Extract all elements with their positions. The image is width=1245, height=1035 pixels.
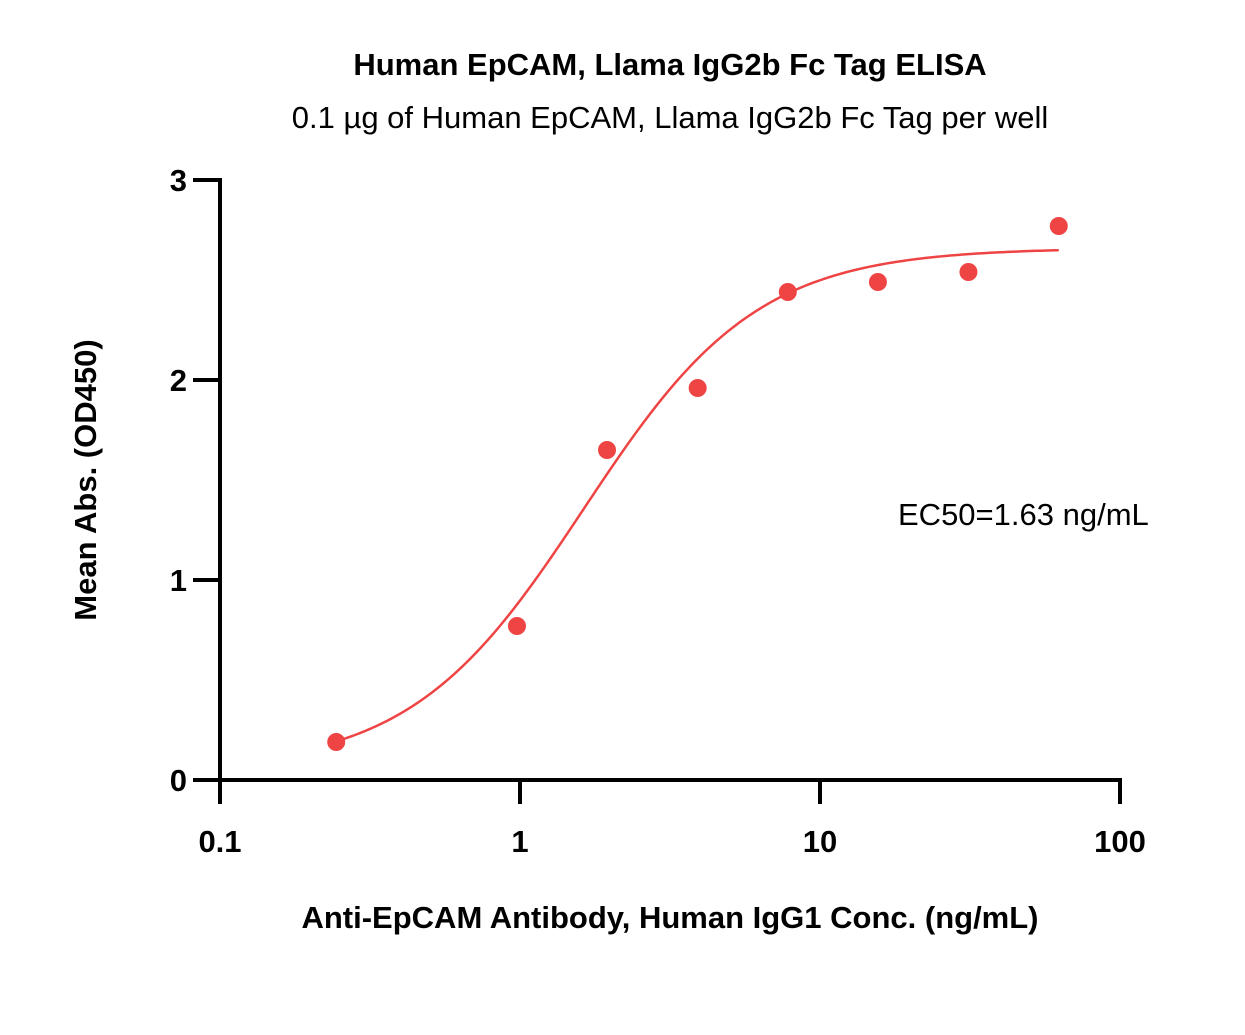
y-tick-label: 3 — [170, 163, 187, 198]
chart-subtitle: 0.1 µg of Human EpCAM, Llama IgG2b Fc Ta… — [291, 100, 1049, 135]
fit-curve-layer — [335, 248, 1059, 743]
data-point — [959, 263, 978, 281]
data-point — [327, 733, 346, 751]
y-tick-label: 1 — [170, 563, 187, 598]
data-points-layer — [327, 217, 1068, 751]
x-tick-label: 100 — [1094, 824, 1146, 859]
x-tick-label: 0.1 — [198, 824, 241, 859]
x-tick-label: 10 — [803, 824, 837, 859]
data-point — [688, 379, 707, 397]
y-axis-title: Mean Abs. (OD450) — [68, 339, 103, 620]
y-tick-label: 0 — [170, 763, 187, 798]
data-point — [598, 441, 617, 459]
ec50-annotation: EC50=1.63 ng/mL — [898, 497, 1149, 532]
chart-title: Human EpCAM, Llama IgG2b Fc Tag ELISA — [353, 47, 987, 82]
y-tick-label: 2 — [170, 363, 187, 398]
data-point — [868, 273, 887, 291]
x-tick-label: 1 — [511, 824, 528, 859]
axes: 0 1 2 3 0.1 1 10 100 — [170, 163, 1146, 859]
data-point — [1049, 217, 1068, 235]
data-point — [778, 283, 797, 301]
x-axis-title: Anti-EpCAM Antibody, Human IgG1 Conc. (n… — [301, 900, 1038, 935]
data-point — [507, 617, 526, 635]
fit-curve — [335, 248, 1059, 743]
